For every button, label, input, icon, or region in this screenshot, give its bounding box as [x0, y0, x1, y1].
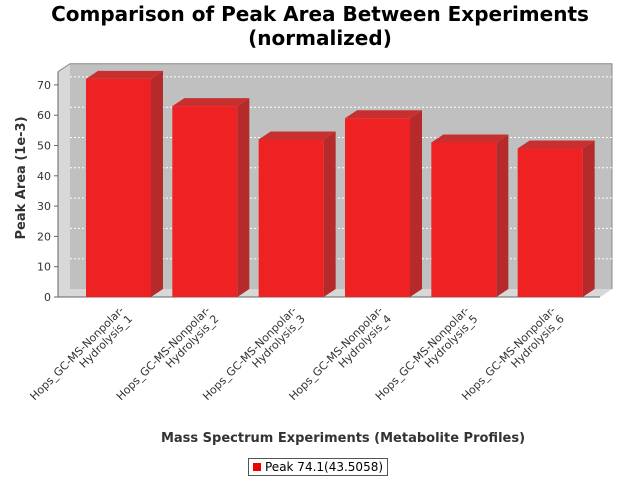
bar	[258, 139, 324, 297]
bar-top	[86, 70, 163, 79]
x-tick-label-line: Hops_GC-MS-Nonpolar-	[28, 304, 127, 403]
chart-title-line-1: Comparison of Peak Area Between Experime…	[51, 2, 589, 26]
y-tick-label: 50	[37, 140, 51, 153]
bar-side	[410, 110, 422, 297]
x-axis-title: Mass Spectrum Experiments (Metabolite Pr…	[160, 431, 526, 446]
bar-top	[172, 98, 250, 107]
bar-side	[151, 70, 163, 297]
y-tick-label: 40	[37, 170, 51, 183]
y-axis-title: Peak Area (1e-3)	[14, 116, 29, 239]
plot-side-wall	[58, 63, 70, 297]
chart-title-line-2: (normalized)	[248, 26, 392, 50]
bar	[345, 118, 410, 297]
legend: Peak 74.1(43.5058)	[248, 458, 389, 476]
legend-swatch	[253, 463, 261, 471]
y-tick-label: 60	[37, 109, 51, 122]
bars	[86, 70, 595, 297]
bar-top	[258, 131, 336, 140]
y-tick-label: 30	[37, 200, 51, 213]
y-tick-label: 0	[44, 291, 51, 304]
bar-side	[582, 140, 595, 297]
y-tick-label: 10	[37, 261, 51, 274]
bar-top	[517, 140, 595, 149]
bar-side	[237, 98, 250, 297]
bar-side	[496, 134, 509, 297]
bar-side	[323, 131, 336, 297]
plot-border	[57, 63, 613, 289]
x-tick-labels: Hops_GC-MS-Nonpolar-Hydrolysis_1Hops_GC-…	[28, 304, 567, 403]
bar	[431, 142, 497, 297]
bar	[517, 148, 583, 297]
y-tick-label: 70	[37, 79, 51, 92]
bar-top	[345, 110, 422, 119]
bar	[172, 106, 238, 297]
bar	[86, 78, 151, 297]
chart-title: Comparison of Peak Area Between Experime…	[0, 2, 640, 50]
legend-label: Peak 74.1(43.5058)	[265, 460, 384, 474]
y-tick-label: 20	[37, 230, 51, 243]
bar-top	[431, 134, 509, 143]
